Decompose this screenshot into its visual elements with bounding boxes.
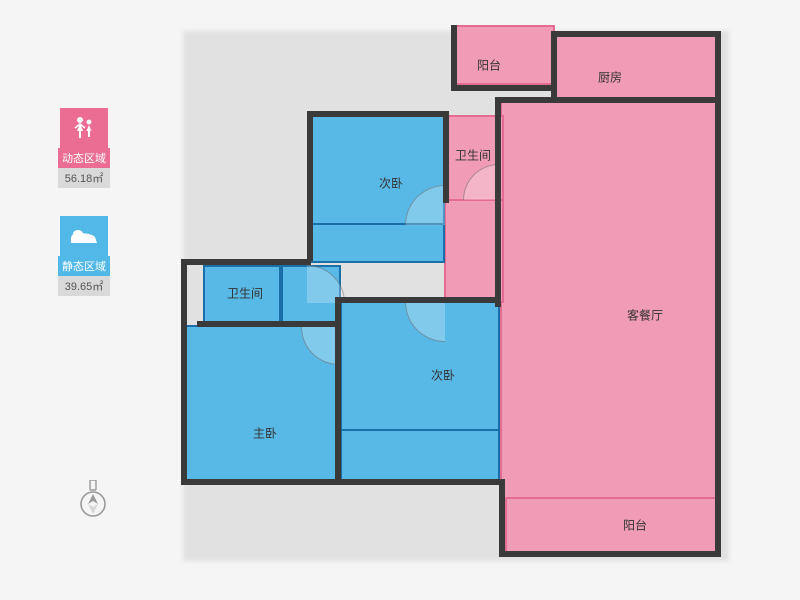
people-icon [60, 108, 108, 148]
room-block [340, 429, 500, 481]
room-label: 阳台 [623, 517, 647, 534]
wall-segment [551, 31, 719, 37]
compass-icon [78, 480, 108, 523]
wall-segment [181, 479, 505, 485]
wall-segment [181, 259, 187, 483]
room-block [555, 35, 718, 101]
wall-segment [715, 97, 721, 555]
wall-segment [197, 321, 337, 327]
legend-dynamic-value: 56.18㎡ [58, 168, 110, 188]
room-label: 阳台 [477, 57, 501, 74]
floorplan-canvas: 客餐厅厨房阳台阳台卫生间次卧次卧主卧卫生间 [175, 25, 765, 575]
room-block [505, 497, 718, 555]
room-label: 厨房 [598, 69, 622, 86]
wall-segment [451, 25, 457, 87]
legend-dynamic-label: 动态区域 [58, 148, 110, 168]
wall-segment [307, 111, 447, 117]
wall-segment [499, 479, 505, 557]
wall-segment [715, 31, 721, 101]
room-label: 次卧 [431, 367, 455, 384]
wall-segment [335, 297, 501, 303]
room-block [500, 97, 718, 501]
wall-segment [443, 111, 449, 203]
legend-dynamic: 动态区域 56.18㎡ [58, 108, 110, 188]
bed-icon [60, 216, 108, 256]
wall-segment [451, 85, 555, 91]
room-label: 客餐厅 [627, 307, 663, 324]
legend-static-value: 39.65㎡ [58, 276, 110, 296]
room-label: 卫生间 [227, 285, 263, 302]
wall-segment [307, 111, 313, 261]
wall-segment [181, 259, 311, 265]
room-label: 主卧 [253, 425, 277, 442]
wall-segment [499, 551, 721, 557]
room-block [310, 223, 445, 263]
room-label: 次卧 [379, 175, 403, 192]
wall-segment [495, 97, 501, 307]
legend-static-label: 静态区域 [58, 256, 110, 276]
legend-panel: 动态区域 56.18㎡ 静态区域 39.65㎡ [58, 108, 110, 324]
room-label: 卫生间 [455, 147, 491, 164]
legend-static: 静态区域 39.65㎡ [58, 216, 110, 296]
wall-segment [495, 97, 719, 103]
room-block [455, 25, 555, 85]
